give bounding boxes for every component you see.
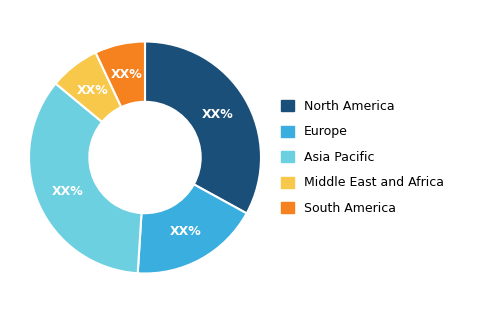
Wedge shape xyxy=(56,53,122,122)
Wedge shape xyxy=(96,42,145,107)
Legend: North America, Europe, Asia Pacific, Middle East and Africa, South America: North America, Europe, Asia Pacific, Mid… xyxy=(281,100,444,215)
Text: XX%: XX% xyxy=(77,84,109,97)
Wedge shape xyxy=(138,184,246,273)
Wedge shape xyxy=(29,83,142,273)
Text: XX%: XX% xyxy=(202,108,234,121)
Text: XX%: XX% xyxy=(170,225,202,238)
Text: XX%: XX% xyxy=(110,68,142,81)
Wedge shape xyxy=(145,42,261,213)
Text: XX%: XX% xyxy=(52,185,83,198)
